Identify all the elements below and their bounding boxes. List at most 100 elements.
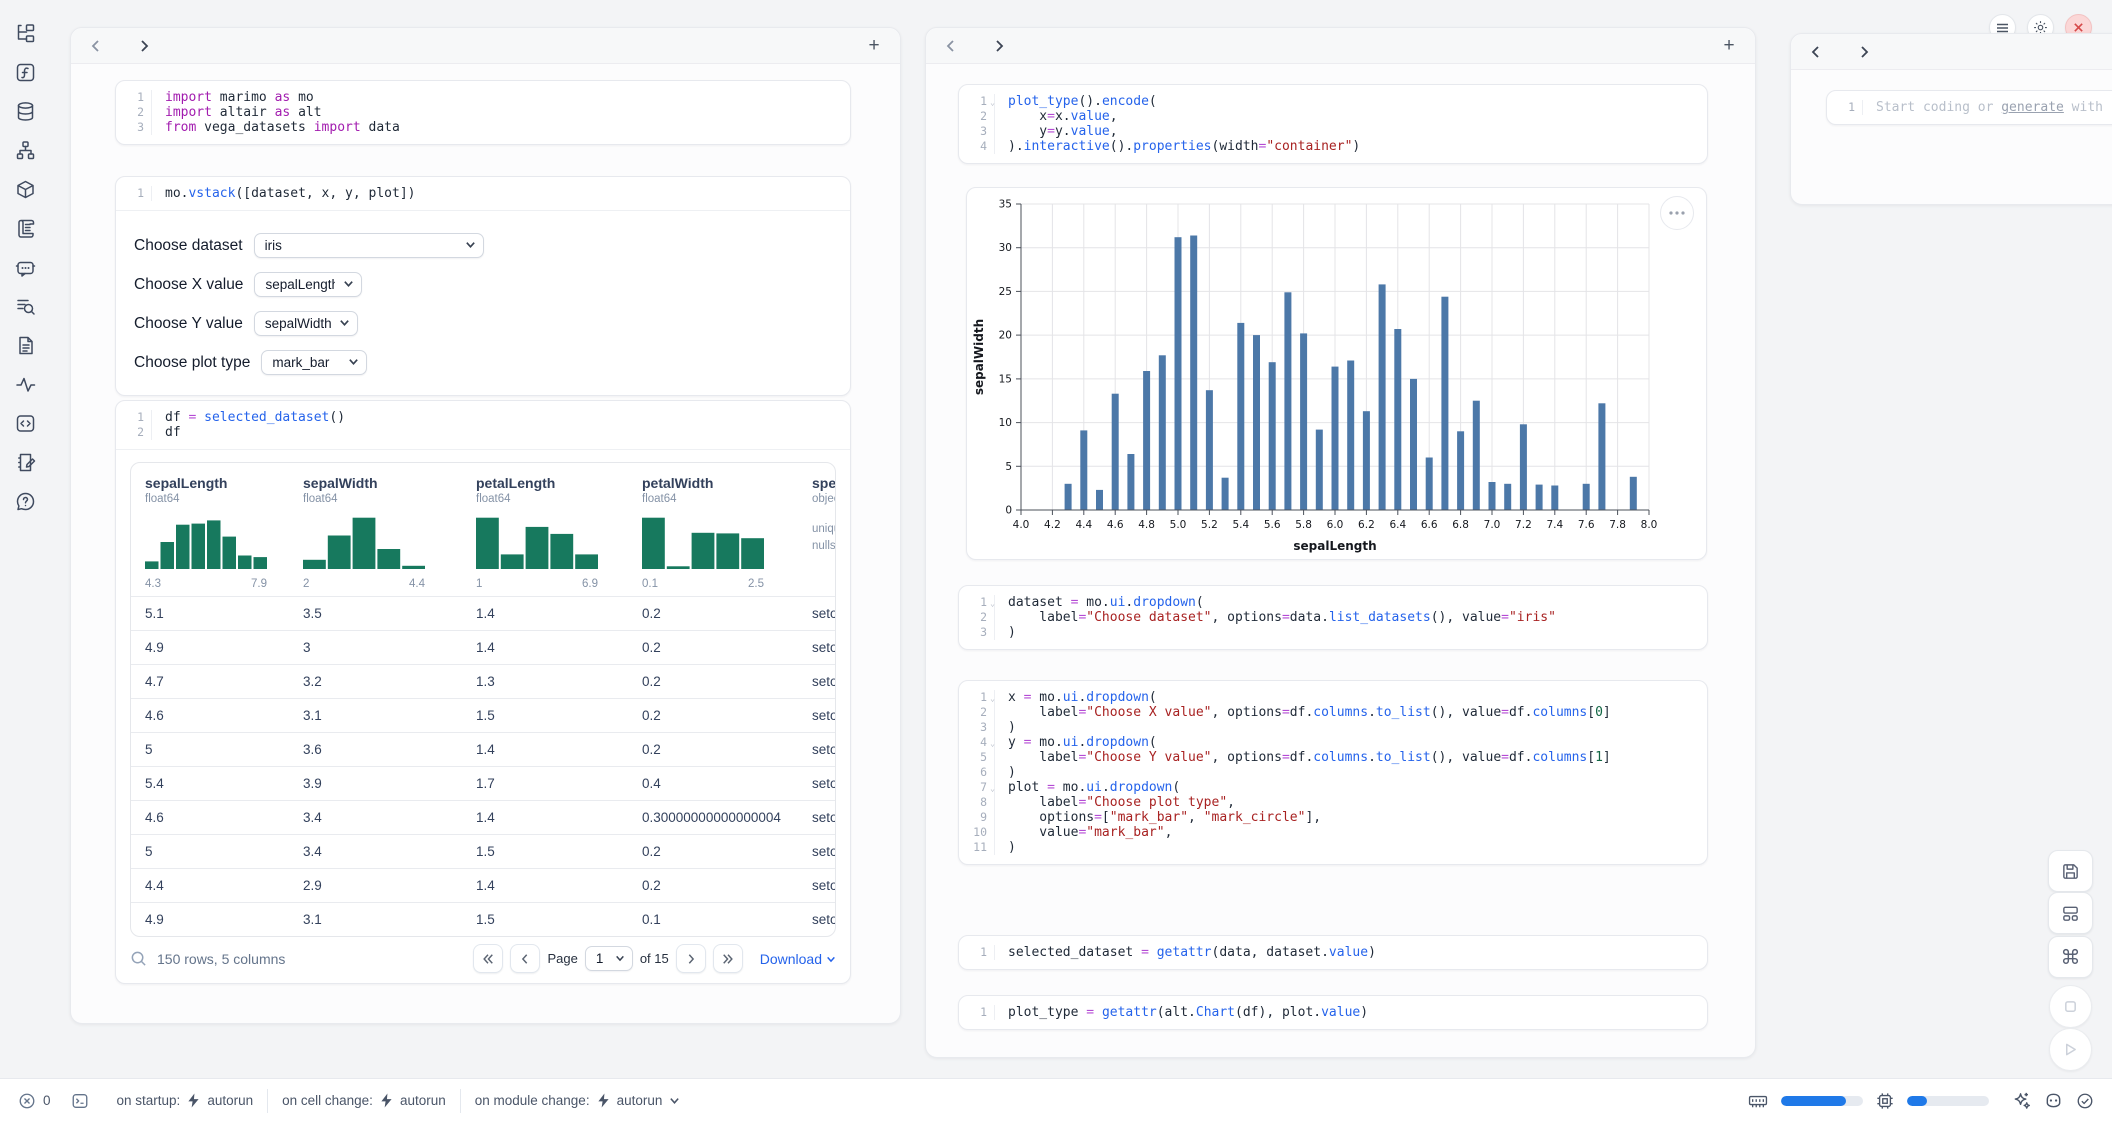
selected-dataset-code-cell[interactable]: 1selected_dataset = getattr(data, datase… [958, 935, 1708, 970]
error-indicator[interactable]: 0 [18, 1092, 51, 1110]
choose-x-value-select[interactable]: sepalLength [254, 272, 362, 297]
code-editor[interactable]: 1⌄dataset = mo.ui.dropdown(2 label="Choo… [959, 586, 1707, 649]
copilot-icon[interactable] [2044, 1091, 2063, 1110]
svg-text:5.6: 5.6 [1264, 519, 1281, 531]
svg-text:15: 15 [999, 373, 1012, 385]
save-button[interactable] [2048, 850, 2093, 892]
column-next-icon[interactable] [988, 35, 1010, 57]
column-prev-icon[interactable] [85, 35, 107, 57]
scratchpad-cell[interactable]: 1 Start coding or generate with [1826, 90, 2112, 125]
svg-text:10: 10 [999, 417, 1012, 429]
scratchpad-editor[interactable]: Start coding or generate with [1863, 100, 2103, 115]
add-cell-icon[interactable]: + [1717, 34, 1741, 58]
code-block-icon[interactable] [12, 410, 38, 436]
choose-plot-type-select[interactable]: mark_bar [261, 350, 367, 375]
choose-y-value-select[interactable]: sepalWidth [254, 311, 358, 336]
line-number: 6 [959, 765, 995, 780]
code-line: 1⌄x = mo.ui.dropdown( [959, 690, 1697, 705]
code-line: 1⌄dataset = mo.ui.dropdown( [959, 595, 1697, 610]
code-editor[interactable]: 1mo.vstack([dataset, x, y, plot]) [116, 177, 850, 210]
help-circle-icon[interactable] [12, 488, 38, 514]
prev-page-button[interactable] [510, 944, 540, 973]
runtime-config-on-cell-change[interactable]: on cell change:autorun [282, 1093, 446, 1108]
code-text: options=["mark_bar", "mark_circle"], [995, 810, 1321, 825]
dependency-graph-icon[interactable] [12, 137, 38, 163]
dataset-dropdown-code-cell[interactable]: 1⌄dataset = mo.ui.dropdown(2 label="Choo… [958, 585, 1708, 650]
code-line: 1plot_type = getattr(alt.Chart(df), plot… [959, 1005, 1697, 1020]
fold-caret-icon[interactable]: ⌄ [990, 784, 995, 793]
scratchpad-icon[interactable] [12, 449, 38, 475]
page-select[interactable]: 1 [585, 946, 633, 971]
fold-caret-icon[interactable]: ⌄ [990, 98, 995, 107]
code-editor[interactable]: 1import marimo as mo2import altair as al… [116, 81, 850, 144]
fold-caret-icon[interactable]: ⌄ [990, 739, 995, 748]
plot-type-code-cell[interactable]: 1plot_type = getattr(alt.Chart(df), plot… [958, 995, 1708, 1030]
next-page-button[interactable] [676, 944, 706, 973]
table-row: 4.42.91.40.2setosa [131, 868, 835, 902]
svg-text:7.0: 7.0 [1484, 519, 1501, 531]
run-all-button[interactable] [2049, 1028, 2092, 1071]
scroll-logs-icon[interactable] [12, 215, 38, 241]
code-editor[interactable]: 1df = selected_dataset()2df [116, 401, 850, 449]
chart-options-icon[interactable] [1660, 196, 1694, 230]
code-editor[interactable]: 1plot_type = getattr(alt.Chart(df), plot… [959, 996, 1707, 1029]
package-cube-icon[interactable] [12, 176, 38, 202]
ai-sparkle-icon[interactable] [2012, 1091, 2031, 1110]
keyboard-shortcuts-button[interactable]: ⌘ [2048, 936, 2093, 978]
table-cell: setosa [798, 699, 835, 732]
snippets-file-icon[interactable] [12, 332, 38, 358]
generate-with-ai-link[interactable]: generate [2001, 100, 2064, 115]
dataframe-code-cell[interactable]: 1df = selected_dataset()2df sepalLengthf… [115, 400, 851, 984]
add-cell-icon[interactable]: + [862, 34, 886, 58]
column-next-icon[interactable] [133, 35, 155, 57]
last-page-button[interactable] [713, 944, 743, 973]
config-value: autorun [400, 1093, 446, 1108]
plot-code-cell[interactable]: 1⌄plot_type().encode(2 x=x.value,3 y=y.v… [958, 84, 1708, 164]
first-page-button[interactable] [473, 944, 503, 973]
connection-status-icon[interactable] [2076, 1092, 2094, 1110]
code-editor[interactable]: 1⌄plot_type().encode(2 x=x.value,3 y=y.v… [959, 85, 1707, 163]
terminal-button[interactable] [71, 1092, 89, 1110]
scratch-column-header [1791, 34, 2112, 70]
code-editor[interactable]: 1selected_dataset = getattr(data, datase… [959, 936, 1707, 969]
control-row: Choose plot typemark_bar [134, 350, 832, 375]
column-next-icon[interactable] [1853, 41, 1875, 63]
table-cell: 3.2 [289, 665, 462, 698]
table-cell: 1.5 [462, 835, 628, 868]
runtime-config-on-module-change[interactable]: on module change:autorun [475, 1093, 681, 1108]
download-button[interactable]: Download [760, 951, 836, 967]
column-header-sepalWidth[interactable]: sepalWidthfloat6424.4 [289, 463, 462, 596]
layout-toggle-button[interactable] [2048, 892, 2093, 934]
chatbot-icon[interactable] [12, 254, 38, 280]
column-header-petalLength[interactable]: petalLengthfloat6416.9 [462, 463, 628, 596]
fold-caret-icon[interactable]: ⌄ [990, 599, 995, 608]
code-text: label="Choose Y value", options=df.colum… [995, 750, 1611, 765]
file-tree-icon[interactable] [12, 20, 38, 46]
column-prev-icon[interactable] [1805, 41, 1827, 63]
column-header-sepalLength[interactable]: sepalLengthfloat644.37.9 [131, 463, 289, 596]
column-header-petalWidth[interactable]: petalWidthfloat640.12.5 [628, 463, 798, 596]
column-prev-icon[interactable] [940, 35, 962, 57]
database-icon[interactable] [12, 98, 38, 124]
table-cell: 3.9 [289, 767, 462, 800]
column-header-species[interactable]: speciesobjectunique:nulls: [798, 463, 835, 596]
table-cell: setosa [798, 801, 835, 834]
code-text: y=y.value, [995, 124, 1118, 139]
code-text: label="Choose plot type", [995, 795, 1235, 810]
doc-search-icon[interactable] [12, 293, 38, 319]
xy-plot-dropdown-code-cell[interactable]: 1⌄x = mo.ui.dropdown(2 label="Choose X v… [958, 680, 1708, 865]
vstack-code-cell[interactable]: 1mo.vstack([dataset, x, y, plot]) Choose… [115, 176, 851, 396]
choose-dataset-select[interactable]: iris [254, 233, 484, 258]
function-square-icon[interactable] [12, 59, 38, 85]
search-icon[interactable] [130, 950, 147, 967]
code-editor[interactable]: 1⌄x = mo.ui.dropdown(2 label="Choose X v… [959, 681, 1707, 864]
activity-pulse-icon[interactable] [12, 371, 38, 397]
fold-caret-icon[interactable]: ⌄ [990, 694, 995, 703]
table-cell: 3.6 [289, 733, 462, 766]
imports-code-cell[interactable]: 1import marimo as mo2import altair as al… [115, 80, 851, 145]
svg-text:6.4: 6.4 [1389, 519, 1406, 531]
stop-button[interactable] [2049, 985, 2092, 1028]
memory-icon [1748, 1093, 1768, 1109]
runtime-config-on-startup[interactable]: on startup:autorun [117, 1093, 254, 1108]
code-text: label="Choose dataset", options=data.lis… [995, 610, 1556, 625]
